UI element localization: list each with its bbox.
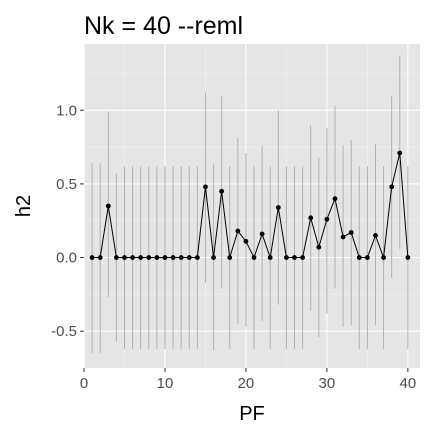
x-tick-label: 20 <box>238 375 255 392</box>
x-tick-label: 40 <box>400 375 417 392</box>
y-tick-label: 1.0 <box>56 102 77 119</box>
data-point <box>340 234 346 240</box>
data-point <box>381 255 386 260</box>
y-tick-label: 0.0 <box>56 250 77 267</box>
y-axis-ticks: -0.5 0.0 0.5 1.0 <box>51 102 84 340</box>
data-point <box>186 255 192 260</box>
x-tick-label: 30 <box>319 375 336 392</box>
data-point <box>219 188 225 194</box>
data-point <box>300 255 306 260</box>
data-point <box>389 184 395 190</box>
data-point <box>292 255 297 260</box>
data-point <box>405 255 411 260</box>
y-tick-label: -0.5 <box>51 323 77 340</box>
data-point <box>235 228 241 234</box>
data-point <box>130 255 135 260</box>
chart-title: Nk = 40 --reml <box>84 12 243 40</box>
data-point <box>154 255 160 260</box>
data-point <box>89 255 95 260</box>
data-point <box>373 233 378 238</box>
data-point <box>105 203 111 209</box>
x-axis-title: PF <box>239 403 265 425</box>
data-point <box>243 238 249 244</box>
data-point <box>316 244 322 250</box>
data-point <box>284 255 289 260</box>
data-point <box>203 184 208 190</box>
y-tick-label: 0.5 <box>56 176 77 193</box>
data-point <box>194 255 200 260</box>
data-point <box>227 255 233 260</box>
data-point <box>251 255 257 260</box>
data-point <box>211 255 216 260</box>
data-point <box>308 215 314 221</box>
data-point <box>364 255 370 260</box>
data-points <box>89 150 411 260</box>
data-point <box>146 255 152 260</box>
plot-panel <box>84 44 420 368</box>
x-tick-label: 10 <box>157 375 174 392</box>
data-point <box>397 150 403 156</box>
series-line <box>92 152 409 259</box>
data-point <box>348 230 354 235</box>
y-axis-title: h2 <box>13 195 35 217</box>
data-point <box>267 255 273 260</box>
data-point <box>97 255 103 260</box>
data-point <box>332 196 338 202</box>
data-point <box>178 255 184 260</box>
data-point <box>259 231 265 237</box>
data-point <box>138 255 144 260</box>
data-point <box>170 255 176 260</box>
x-tick-label: 0 <box>80 375 88 392</box>
data-point <box>275 205 281 210</box>
data-point <box>356 255 362 260</box>
data-point <box>162 255 168 260</box>
x-axis-ticks: 0 10 20 30 40 <box>80 368 416 392</box>
data-point <box>122 255 127 260</box>
data-point <box>324 216 330 222</box>
data-point <box>113 255 119 260</box>
